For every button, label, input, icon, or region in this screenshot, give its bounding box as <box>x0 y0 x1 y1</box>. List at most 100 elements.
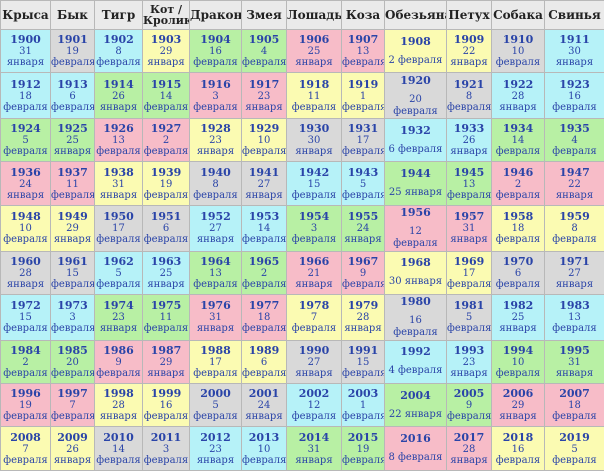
year-cell: 1989 6 февраля <box>241 339 287 385</box>
new-year-month: февраля <box>342 454 385 466</box>
year-cell: 1939 19 февраля <box>142 161 190 206</box>
year-label: 1971 <box>559 254 590 268</box>
new-year-date: 25 января <box>388 187 443 199</box>
new-year-date: 10 <box>257 135 271 147</box>
new-year-month: февраля <box>447 411 492 423</box>
new-year-month: февраля <box>552 101 597 113</box>
year-label: 1989 <box>248 343 280 357</box>
year-cell: 2000 5 февраля <box>189 382 242 428</box>
year-cell: 1994 10 февраля <box>491 339 545 385</box>
year-label: 1924 <box>10 122 41 136</box>
year-cell: 2013 10 февраля <box>241 426 287 471</box>
year-label: 1993 <box>453 343 485 357</box>
new-year-month: февраля <box>193 411 238 423</box>
year-label: 1982 <box>502 299 534 313</box>
year-label: 1999 <box>150 387 182 401</box>
table-row: 1960 28 января 1961 15 февраля 1962 5 февраля 196… <box>0 250 604 295</box>
year-label: 1962 <box>103 254 134 268</box>
header-row: Крыса Бык Тигр Кот / Кролик Дракон Змея … <box>0 0 604 30</box>
new-year-month: февраля <box>447 278 492 290</box>
new-year-date: 23 <box>209 135 222 147</box>
new-year-date: 2 февраля <box>388 54 443 66</box>
year-cell: 1966 21 января <box>286 250 342 295</box>
header-tiger: Тигр <box>94 0 143 30</box>
new-year-month: января <box>245 189 283 201</box>
year-cell: 1950 17 февраля <box>94 204 143 252</box>
new-year-date: 2 <box>162 135 170 147</box>
year-cell: 1947 22 января <box>544 161 604 206</box>
year-cell: 1909 22 января <box>446 28 492 74</box>
table-row: 1936 24 января 1937 11 февраля 1938 31 января 193… <box>0 161 604 206</box>
new-year-date: 17 <box>112 223 125 235</box>
year-label: 1927 <box>150 122 182 136</box>
new-year-month: февраля <box>447 189 492 201</box>
year-label: 1917 <box>248 77 280 91</box>
year-cell: 1990 27 января <box>286 339 342 385</box>
new-year-month: февраля <box>143 146 189 158</box>
year-label: 1951 <box>150 210 182 224</box>
year-label: 1935 <box>559 122 590 136</box>
new-year-date: 4 февраля <box>388 365 443 377</box>
new-year-month: февраля <box>342 367 385 379</box>
new-year-date: 18 <box>257 312 271 324</box>
new-year-date: 3 <box>310 223 318 235</box>
year-label: 1943 <box>347 165 379 179</box>
new-year-date: 22 января <box>388 408 443 420</box>
new-year-month: января <box>555 189 594 201</box>
year-cell: 1927 2 февраля <box>142 118 190 163</box>
new-year-date: 23 <box>209 443 222 455</box>
new-year-month: февраля <box>3 323 48 335</box>
year-cell: 2007 18 февраля <box>544 382 604 428</box>
new-year-date: 11 <box>66 178 79 190</box>
year-label: 1947 <box>559 165 590 179</box>
new-year-month: февраля <box>193 57 238 69</box>
year-cell: 1991 15 февраля <box>341 339 385 385</box>
new-year-date: 26 <box>66 443 79 455</box>
new-year-date: 5 <box>22 135 29 147</box>
year-label: 1946 <box>502 165 534 179</box>
new-year-date: 14 <box>159 90 173 102</box>
new-year-month: февраля <box>242 278 287 290</box>
year-cell: 1928 23 января <box>189 118 242 163</box>
year-label: 2015 <box>347 430 379 444</box>
year-label: 1916 <box>200 77 231 91</box>
year-cell: 1907 13 февраля <box>341 28 385 74</box>
new-year-month: февраля <box>552 454 597 466</box>
new-year-month: января <box>555 278 594 290</box>
year-cell: 1901 19 февраля <box>50 28 95 74</box>
new-year-date: 8 <box>571 223 578 235</box>
new-year-date: 29 <box>159 356 173 368</box>
new-year-date: 21 <box>307 267 321 279</box>
year-cell: 1988 17 февраля <box>189 339 242 385</box>
new-year-month: февраля <box>342 101 385 113</box>
new-year-date: 7 <box>69 400 76 412</box>
new-year-month: февраля <box>552 234 597 246</box>
year-label: 1903 <box>150 33 182 47</box>
year-label: 1991 <box>347 343 379 357</box>
year-cell: 1960 28 января <box>0 250 51 295</box>
new-year-date: 27 <box>257 178 271 190</box>
year-label: 1918 <box>298 77 330 91</box>
year-cell: 1992 4 февраля <box>384 339 447 385</box>
new-year-date: 9 <box>465 400 473 412</box>
new-year-date: 28 <box>112 400 125 412</box>
year-cell: 1946 2 февраля <box>491 161 545 206</box>
year-cell: 1962 5 февраля <box>94 250 143 295</box>
new-year-date: 25 <box>307 46 321 58</box>
year-cell: 1954 3 февраля <box>286 204 342 252</box>
new-year-date: 28 <box>511 90 525 102</box>
year-label: 1945 <box>453 165 485 179</box>
year-cell: 1916 3 февраля <box>189 72 242 120</box>
year-label: 1979 <box>347 299 379 313</box>
year-cell: 1959 8 февраля <box>544 204 604 252</box>
new-year-date: 8 <box>212 178 219 190</box>
year-cell: 1958 18 февраля <box>491 204 545 252</box>
new-year-month: января <box>450 367 488 379</box>
new-year-date: 30 января <box>388 276 443 288</box>
new-year-month: февраля <box>242 323 287 335</box>
new-year-month: февраля <box>3 454 48 466</box>
year-cell: 1929 10 февраля <box>241 118 287 163</box>
new-year-date: 29 <box>159 46 173 58</box>
new-year-month: января <box>53 234 92 246</box>
header-horse: Лошадь <box>286 0 342 30</box>
